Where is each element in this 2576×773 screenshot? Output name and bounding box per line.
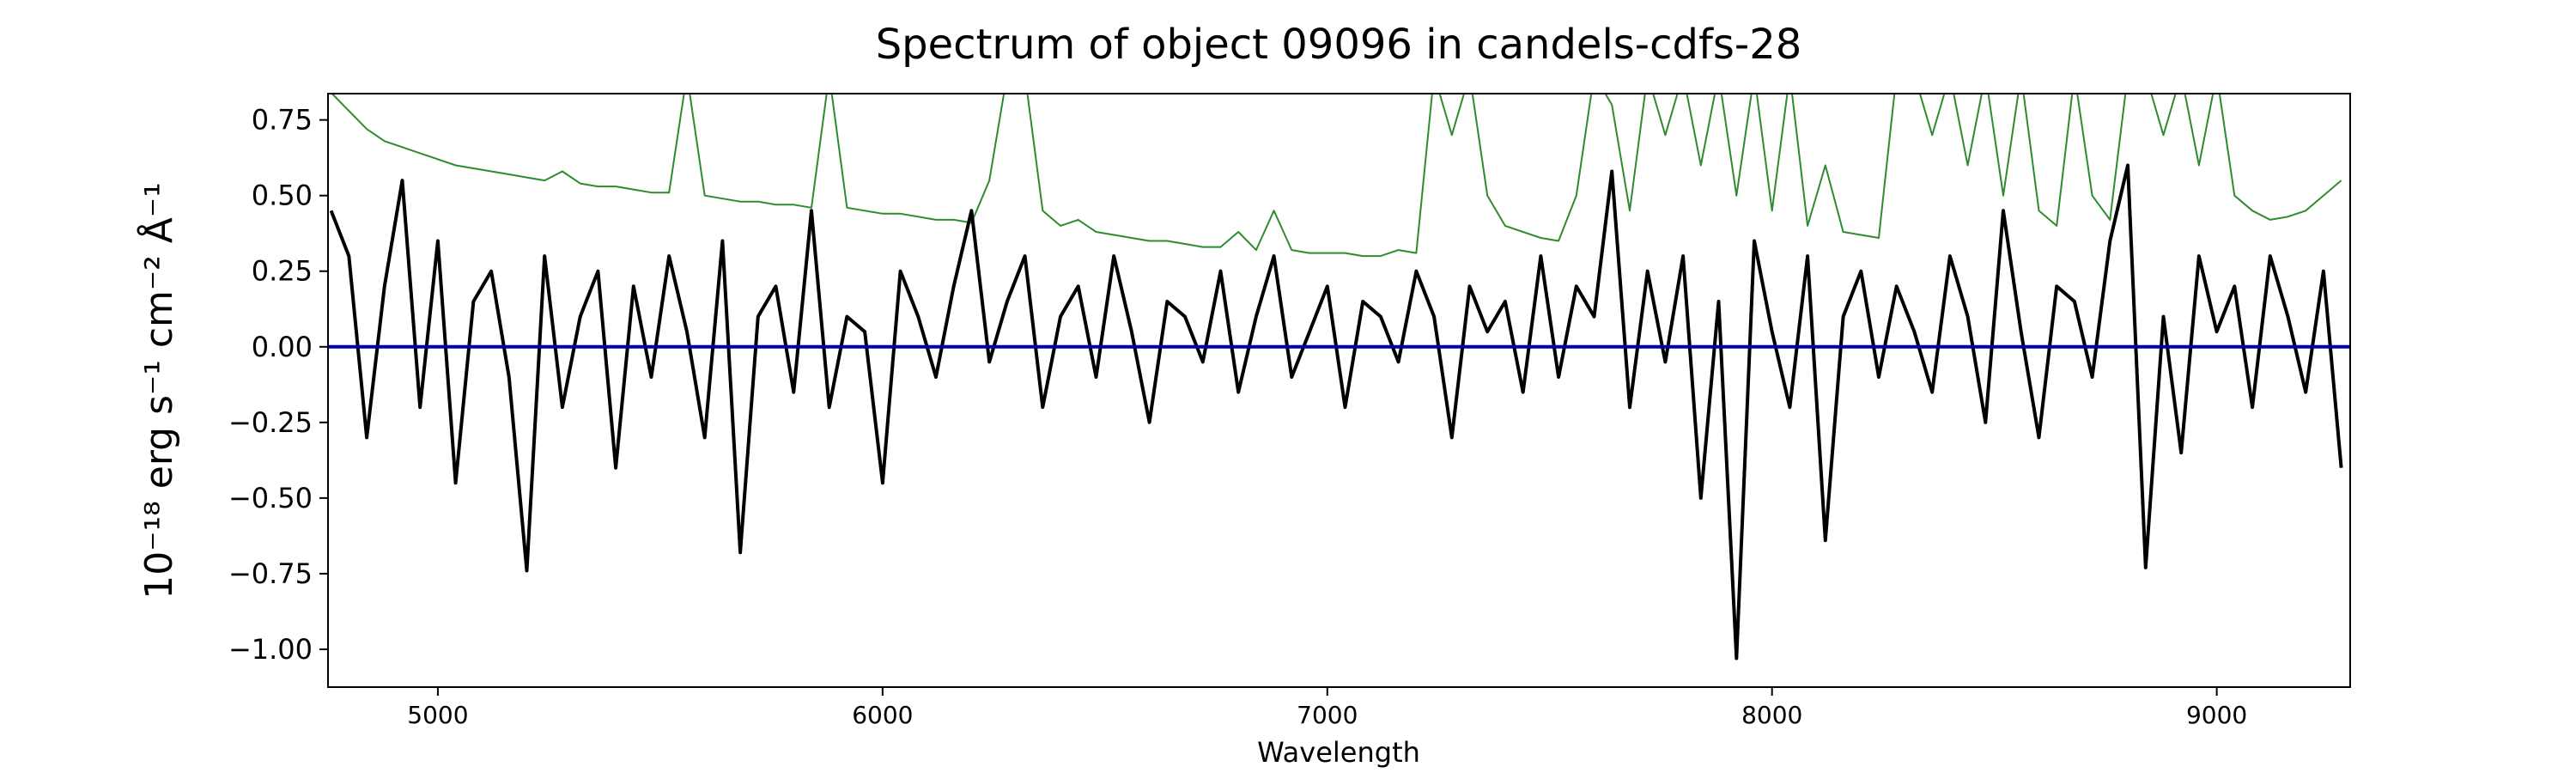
x-tick-label: 6000 [852, 701, 913, 729]
y-tick-label: −0.25 [228, 406, 313, 439]
spectrum-line [331, 94, 2342, 258]
spectrum-line [329, 163, 2343, 660]
y-tick-label: −0.50 [228, 482, 313, 514]
plot-frame [327, 93, 2351, 688]
y-tick-label: 0.75 [252, 104, 313, 137]
x-tick-label: 5000 [407, 701, 468, 729]
plot-area [328, 94, 2350, 660]
y-tick-label: 0.50 [252, 180, 313, 212]
chart-title: Spectrum of object 09096 in candels-cdfs… [876, 21, 1802, 69]
x-tick-label: 9000 [2186, 701, 2247, 729]
y-tick-label: 0.00 [252, 331, 313, 363]
y-axis-label: 10⁻¹⁸ erg s⁻¹ cm⁻² Å⁻¹ [136, 182, 181, 599]
y-tick-label: −1.00 [228, 633, 313, 666]
x-tick-label: 7000 [1297, 701, 1358, 729]
x-axis-label: Wavelength [1257, 736, 1420, 769]
x-tick-label: 8000 [1741, 701, 1802, 729]
y-tick-label: 0.25 [252, 255, 313, 288]
y-tick-label: −0.75 [228, 557, 313, 590]
